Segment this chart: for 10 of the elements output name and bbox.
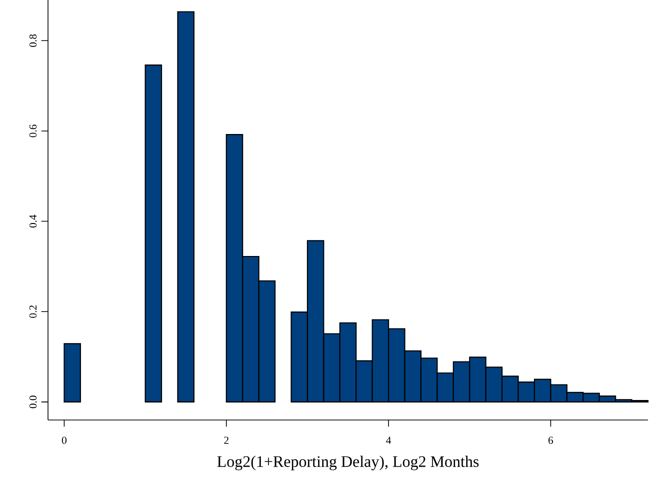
x-tick-label: 6 [548, 436, 554, 444]
x-tick-label: 0 [62, 436, 66, 444]
y-tick-label: 0.8 [29, 34, 37, 47]
y-tick-label: 0.2 [29, 306, 37, 318]
x-tick-label: 4 [386, 436, 392, 444]
x-axis-title: Log2(1+Reporting Delay), Log2 Months [217, 456, 479, 470]
y-tick-label: 0.4 [29, 214, 37, 228]
y-tick-label: 0.0 [29, 396, 37, 408]
y-tick-label: 0.6 [29, 124, 37, 138]
x-tick-label: 2 [224, 436, 228, 444]
